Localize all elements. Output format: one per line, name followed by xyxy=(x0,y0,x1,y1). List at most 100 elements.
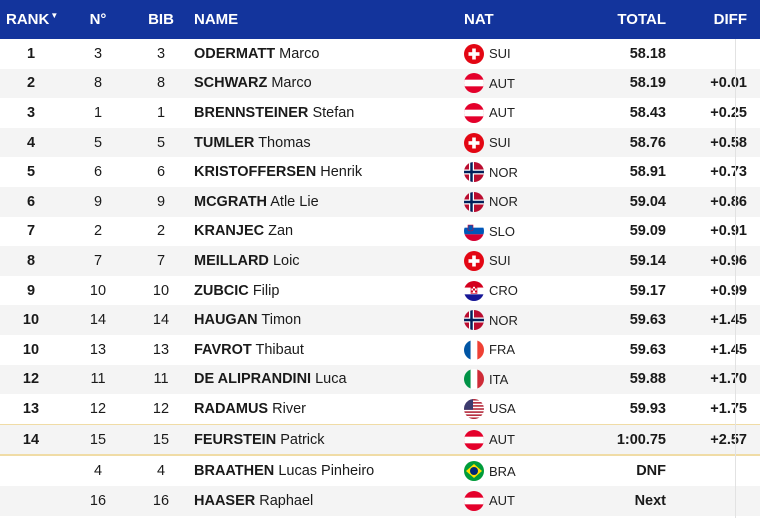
time-diff: +2.57 xyxy=(710,431,747,448)
time-diff: +0.58 xyxy=(710,134,747,151)
athlete-first-name: Timon xyxy=(261,312,302,329)
athlete-first-name: Marco xyxy=(279,45,320,62)
brazil-flag-icon xyxy=(464,461,484,482)
norway-flag-icon xyxy=(464,191,484,212)
athlete-name[interactable]: MCGRATH Atle Lie xyxy=(188,194,464,210)
rank-cell: 2 xyxy=(26,75,36,92)
athlete-name[interactable]: BRENNSTEINER Stefan xyxy=(188,105,464,121)
nation-cell: FRA xyxy=(464,339,554,360)
table-row[interactable]: 10 14 14 HAUGAN Timon NOR 59.63 +1.45 xyxy=(0,305,760,335)
bib-cell: 2 xyxy=(156,223,166,240)
nation-code: NOR xyxy=(489,194,518,210)
athlete-name[interactable]: FAVROT Thibaut xyxy=(188,342,464,358)
total-column-header[interactable]: TOTAL xyxy=(617,11,666,28)
athlete-name[interactable]: HAASER Raphael xyxy=(188,493,464,509)
austria-flag-icon xyxy=(464,429,484,450)
sort-down-icon: ▼ xyxy=(50,11,59,20)
athlete-last-name: BRENNSTEINER xyxy=(194,104,309,121)
number-column-header[interactable]: N° xyxy=(89,11,107,28)
nation-code: NOR xyxy=(489,164,518,180)
athlete-name[interactable]: FEURSTEIN Patrick xyxy=(188,432,464,448)
table-row[interactable]: 4 5 5 TUMLER Thomas SUI 58.76 +0.58 xyxy=(0,127,760,158)
total-time: 58.91 xyxy=(629,164,666,181)
athlete-last-name: MCGRATH xyxy=(194,193,268,210)
table-row[interactable]: 8 7 7 MEILLARD Loic SUI 59.14 +0.96 xyxy=(0,246,760,276)
athlete-name[interactable]: MEILLARD Loic xyxy=(188,253,464,269)
athlete-name[interactable]: HAUGAN Timon xyxy=(188,312,464,328)
rank-cell: 14 xyxy=(22,431,40,448)
france-flag-icon xyxy=(464,339,484,360)
italy-flag-icon xyxy=(464,369,484,390)
bib-cell: 16 xyxy=(152,492,170,509)
athlete-name[interactable]: KRANJEC Zan xyxy=(188,223,464,239)
table-row[interactable]: 1 3 3 ODERMATT Marco SUI 58.18 xyxy=(0,39,760,69)
nation-cell: NOR xyxy=(464,162,554,183)
nation-cell: BRA xyxy=(464,461,554,482)
nation-cell: AUT xyxy=(464,429,554,450)
bib-column-header[interactable]: BIB xyxy=(148,11,174,28)
table-row[interactable]: 12 11 11 DE ALIPRANDINI Luca ITA 59.88 +1.70 xyxy=(0,364,760,395)
table-row[interactable]: 5 6 6 KRISTOFFERSEN Henrik NOR 58.91 +0.73 xyxy=(0,157,760,187)
bib-cell: 12 xyxy=(152,400,170,417)
rank-cell: 7 xyxy=(26,223,36,240)
time-diff: +1.70 xyxy=(710,371,747,388)
table-row[interactable]: 9 10 10 ZUBCIC Filip CRO 59.17 +0.99 xyxy=(0,275,760,306)
time-diff: +0.25 xyxy=(710,104,747,121)
bib-cell: 10 xyxy=(152,282,170,299)
number-cell: 15 xyxy=(89,431,107,448)
total-time: 1:00.75 xyxy=(616,431,666,448)
bib-cell: 7 xyxy=(156,252,166,269)
column-divider xyxy=(735,39,736,518)
table-row[interactable]: 4 4 BRAATHEN Lucas Pinheiro BRA DNF xyxy=(0,456,760,486)
nation-code: AUT xyxy=(489,75,515,91)
nation-column-header[interactable]: NAT xyxy=(464,11,494,28)
athlete-name[interactable]: BRAATHEN Lucas Pinheiro xyxy=(188,463,464,479)
nation-code: AUT xyxy=(489,493,515,509)
rank-cell: 12 xyxy=(22,371,40,388)
athlete-first-name: Atle Lie xyxy=(270,193,319,210)
athlete-last-name: HAASER xyxy=(194,492,256,509)
bib-cell: 14 xyxy=(152,312,170,329)
table-row[interactable]: 6 9 9 MCGRATH Atle Lie NOR 59.04 +0.86 xyxy=(0,186,760,217)
rank-cell: 9 xyxy=(26,282,36,299)
norway-flag-icon xyxy=(464,310,484,331)
rank-column-header[interactable]: RANK▼ xyxy=(6,11,59,28)
bib-cell: 4 xyxy=(156,463,166,480)
athlete-first-name: Raphael xyxy=(259,492,314,509)
number-cell: 10 xyxy=(89,282,107,299)
athlete-name[interactable]: KRISTOFFERSEN Henrik xyxy=(188,164,464,180)
total-time: 58.76 xyxy=(629,134,666,151)
athlete-name[interactable]: SCHWARZ Marco xyxy=(188,75,464,91)
athlete-name[interactable]: ZUBCIC Filip xyxy=(188,283,464,299)
time-diff: +1.75 xyxy=(710,400,747,417)
number-cell: 16 xyxy=(89,492,107,509)
nation-cell: USA xyxy=(464,398,554,419)
table-row[interactable]: 16 16 HAASER Raphael AUT Next xyxy=(0,485,760,516)
bib-cell: 9 xyxy=(156,193,166,210)
athlete-first-name: Patrick xyxy=(280,431,325,448)
athlete-last-name: MEILLARD xyxy=(194,252,269,269)
table-row[interactable]: 3 1 1 BRENNSTEINER Stefan AUT 58.43 +0.25 xyxy=(0,98,760,128)
time-diff: +0.91 xyxy=(710,223,747,240)
table-row[interactable]: 2 8 8 SCHWARZ Marco AUT 58.19 +0.01 xyxy=(0,68,760,99)
athlete-first-name: Stefan xyxy=(312,104,355,121)
name-column-header[interactable]: NAME xyxy=(194,11,239,28)
total-time: Next xyxy=(634,492,666,509)
nation-code: NOR xyxy=(489,312,518,328)
number-cell: 8 xyxy=(93,75,103,92)
athlete-name[interactable]: TUMLER Thomas xyxy=(188,135,464,151)
athlete-name[interactable]: ODERMATT Marco xyxy=(188,46,464,62)
table-row[interactable]: 7 2 2 KRANJEC Zan SLO 59.09 +0.91 xyxy=(0,216,760,247)
rank-cell: 13 xyxy=(22,400,40,417)
rank-cell: 4 xyxy=(26,134,36,151)
table-row[interactable]: 10 13 13 FAVROT Thibaut FRA 59.63 +1.45 xyxy=(0,334,760,365)
diff-column-header[interactable]: DIFF xyxy=(713,11,747,28)
table-row[interactable]: 14 15 15 FEURSTEIN Patrick AUT 1:00.75 +2.57 xyxy=(0,423,760,457)
athlete-name[interactable]: DE ALIPRANDINI Luca xyxy=(188,371,464,387)
athlete-first-name: Thibaut xyxy=(255,341,304,358)
athlete-last-name: FEURSTEIN xyxy=(194,431,277,448)
number-cell: 6 xyxy=(93,164,103,181)
nation-cell: AUT xyxy=(464,490,554,511)
athlete-name[interactable]: RADAMUS River xyxy=(188,401,464,417)
table-row[interactable]: 13 12 12 RADAMUS River USA 59.93 +1.75 xyxy=(0,394,760,424)
